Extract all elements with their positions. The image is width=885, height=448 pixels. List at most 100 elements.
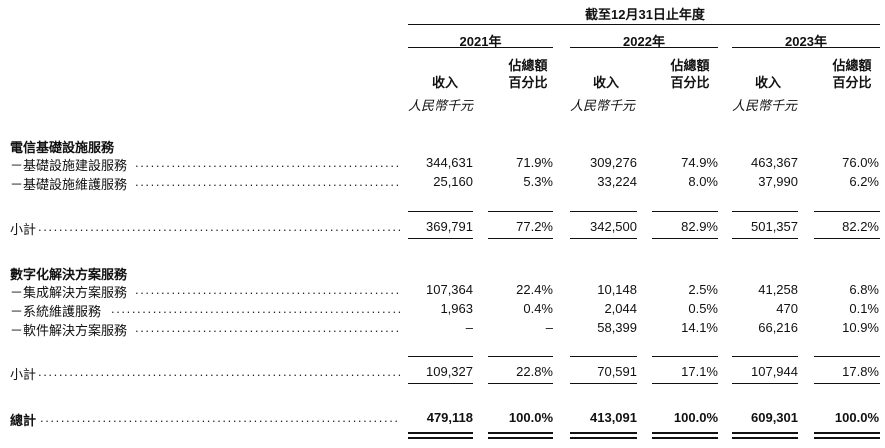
subtotal-rule [488,383,553,384]
cell-2021-pct: 22.4% [516,282,553,297]
row-label: －集成解決方案服務 [10,285,128,300]
row-label: 總計 [10,413,37,428]
year-2021-underline [408,47,553,48]
cell-2022-pct: 100.0% [673,410,718,425]
leader-dots: ........................................… [135,320,400,335]
total-double-rule [488,437,553,439]
subtotal-rule [652,238,718,239]
cell-2021-pct: – [545,320,553,335]
subtotal-rule [732,238,798,239]
leader-dots: ........................................… [40,410,400,425]
subtotal-rule [488,356,553,357]
year-2022-underline [570,47,718,48]
total-double-rule [732,437,798,439]
cell-2021-revenue: 369,791 [426,219,473,234]
total-double-rule [488,432,553,434]
subtotal-rule [488,238,553,239]
cell-2023-pct: 6.2% [849,174,879,189]
cell-2023-revenue: 37,990 [758,174,798,189]
period-heading: 截至12月31日止年度 [585,7,705,22]
cell-2023-revenue: 107,944 [751,364,798,379]
subtotal-rule [570,211,637,212]
pct-label-2022-l2: 百分比 [670,75,710,90]
cell-2022-revenue: 58,399 [597,320,637,335]
row-label: －基礎設施建設服務 [10,158,128,173]
subtotal-rule [652,211,718,212]
subtotal-rule [408,238,473,239]
row-label: －軟件解決方案服務 [10,323,128,338]
subtotal-rule [814,211,880,212]
revenue-label-2021: 收入 [432,75,459,90]
cell-2022-revenue: 33,224 [597,174,637,189]
cell-2021-pct: 22.8% [516,364,553,379]
total-double-rule [652,437,718,439]
cell-2022-revenue: 2,044 [604,301,637,316]
cell-2023-revenue: 463,367 [751,155,798,170]
cell-2021-revenue: 109,327 [426,364,473,379]
subtotal-rule [814,383,880,384]
total-double-rule [652,432,718,434]
cell-2022-revenue: 70,591 [597,364,637,379]
subtotal-rule [570,238,637,239]
subtotal-rule [652,356,718,357]
leader-dots: ........................................… [38,364,400,379]
cell-2022-pct: 2.5% [688,282,718,297]
cell-2021-revenue: – [465,320,473,335]
total-double-rule [732,432,798,434]
cell-2022-pct: 0.5% [688,301,718,316]
period-underline [408,24,880,25]
cell-2023-pct: 76.0% [842,155,879,170]
subtotal-rule [408,383,473,384]
total-double-rule [408,432,473,434]
pct-label-2021-l1: 佔總額 [508,58,548,73]
cell-2022-pct: 74.9% [681,155,718,170]
subtotal-rule [652,383,718,384]
cell-2022-revenue: 342,500 [590,219,637,234]
pct-label-2023-l1: 佔總額 [832,58,872,73]
revenue-label-2022: 收入 [593,75,620,90]
cell-2023-revenue: 470 [776,301,798,316]
subtotal-rule [732,356,798,357]
row-label: 小計 [10,367,37,382]
cell-2021-revenue: 479,118 [426,410,473,425]
leader-dots: ........................................… [111,301,400,316]
cell-2021-pct: 71.9% [516,155,553,170]
subtotal-rule [732,211,798,212]
cell-2021-pct: 100.0% [508,410,553,425]
cell-2023-pct: 100.0% [834,410,879,425]
pct-label-2022-l1: 佔總額 [670,58,710,73]
row-label: －系統維護服務 [10,304,102,319]
subtotal-rule [408,356,473,357]
cell-2023-pct: 0.1% [849,301,879,316]
cell-2023-revenue: 41,258 [758,282,798,297]
pct-label-2021-l2: 百分比 [508,75,548,90]
unit-2022: 人民幣千元 [570,98,636,113]
cell-2022-pct: 17.1% [681,364,718,379]
year-2021: 2021年 [459,34,502,49]
cell-2023-pct: 82.2% [842,219,879,234]
year-2022: 2022年 [623,34,665,49]
section-title-digital: 數字化解決方案服務 [10,267,128,282]
subtotal-rule [570,383,637,384]
cell-2023-pct: 17.8% [842,364,879,379]
cell-2023-pct: 6.8% [849,282,879,297]
cell-2022-pct: 82.9% [681,219,718,234]
cell-2021-revenue: 1,963 [440,301,473,316]
pct-label-2023-l2: 百分比 [832,75,872,90]
revenue-label-2023: 收入 [755,75,782,90]
cell-2021-revenue: 344,631 [426,155,473,170]
total-double-rule [408,437,473,439]
cell-2023-revenue: 501,357 [751,219,798,234]
total-double-rule [814,437,880,439]
leader-dots: ........................................… [135,155,400,170]
cell-2021-pct: 0.4% [523,301,553,316]
year-2023-underline [732,47,880,48]
leader-dots: ........................................… [135,174,400,189]
total-double-rule [570,432,637,434]
cell-2021-revenue: 107,364 [426,282,473,297]
cell-2021-revenue: 25,160 [433,174,473,189]
total-double-rule [570,437,637,439]
subtotal-rule [814,356,880,357]
cell-2022-pct: 14.1% [681,320,718,335]
cell-2022-revenue: 309,276 [590,155,637,170]
